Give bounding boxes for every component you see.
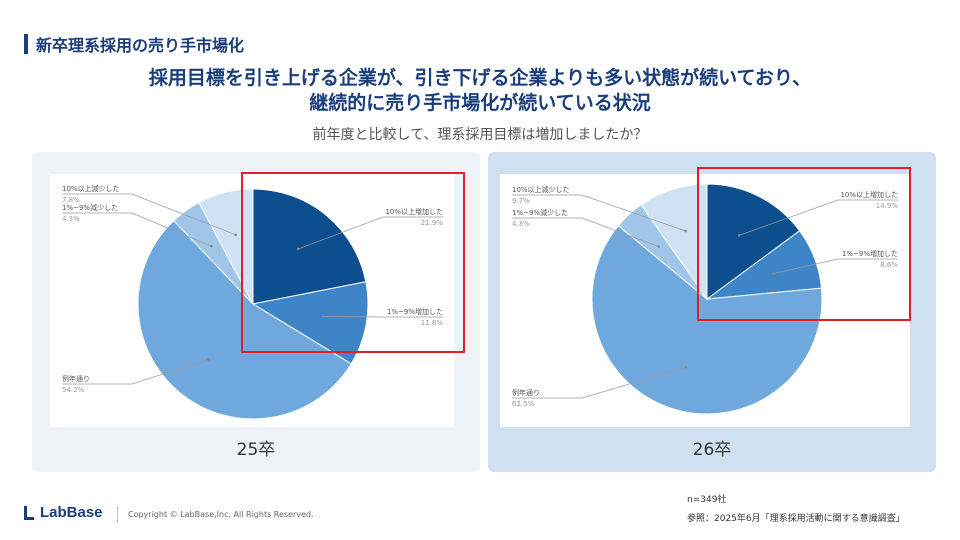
labbase-logo: LabBase (24, 504, 103, 521)
headline-line-1: 採用目標を引き上げる企業が、引き下げる企業よりも多い状態が続いており、 (148, 67, 812, 89)
section-title-text: 新卒理系採用の売り手市場化 (36, 36, 245, 55)
pie-0-leader-dot-0 (296, 247, 300, 251)
headline-line-2: 継続的に売り手市場化が続いている状況 (309, 92, 651, 114)
section-title: 新卒理系採用の売り手市場化 (24, 33, 244, 55)
pie-1-label-1: 1%~9%増加した (842, 249, 898, 258)
pie-0-label-0: 10%以上増加した (385, 207, 443, 216)
pie-0-slice-2 (137, 219, 352, 420)
chart-frame-25: 10%以上増加した 21.9% 1%~9%増加した 11.8% 例年通り 54.2% 1%~… (50, 174, 454, 427)
highlight-box-25 (241, 172, 465, 353)
chart-panel-25: 10%以上増加した 21.9% 1%~9%増加した 11.8% 例年通り 54.2% 1%~… (32, 152, 480, 472)
pie-0-value-1: 11.8% (421, 319, 444, 327)
pie-0-leader-dot-4 (234, 233, 238, 237)
pie-1-slice-0 (706, 183, 801, 300)
labbase-logo-text: LabBase (40, 504, 103, 521)
pie-1-value-1: 8.6% (880, 261, 898, 269)
pie-0-leader-dot-1 (321, 315, 325, 318)
pie-0-label-2: 例年通り (62, 374, 90, 383)
pie-chart-25: 10%以上増加した 21.9% 1%~9%増加した 11.8% 例年通り 54.2% 1%~… (62, 184, 444, 420)
pie-1-leader-dot-0 (737, 234, 741, 237)
footer-divider (117, 507, 118, 523)
source-note: 参照：2025年6月「理系採用活動に関する意識調査」 (687, 514, 905, 524)
pie-0-leader-0 (298, 216, 443, 250)
pie-0-leader-dot-2 (206, 358, 210, 361)
pie-1-leader-3 (512, 217, 659, 247)
pie-1-value-2: 62.5% (512, 400, 535, 408)
pie-0-slice-0 (252, 188, 367, 305)
pie-1-leader-dot-1 (772, 272, 775, 275)
pie-1-leader-1 (773, 258, 898, 274)
pie-1-label-4: 10%以上減少した (512, 185, 570, 194)
pie-1-slice-4 (640, 183, 708, 301)
chart-label-26: 26卒 (692, 440, 732, 460)
pie-0-label-4: 10%以上減少した (62, 184, 120, 193)
pie-0-value-4: 7.8% (62, 196, 80, 204)
highlight-box-26 (697, 167, 911, 321)
pie-0-value-2: 54.2% (62, 386, 85, 394)
section-title-bar (24, 34, 28, 54)
survey-question: 前年度と比較して、理系採用目標は増加しましたか？ (312, 127, 648, 143)
pie-0-leader-dot-3 (209, 244, 213, 248)
pie-0-label-3: 1%~9%減少した (62, 203, 118, 212)
pie-0-leader-2 (62, 359, 209, 385)
pie-1-leader-2 (512, 366, 687, 399)
pie-0-value-3: 4.3% (62, 215, 80, 223)
pie-0-label-1: 1%~9%増加した (387, 307, 443, 316)
pie-1-leader-0 (739, 199, 898, 236)
labbase-logo-icon (24, 505, 34, 520)
pie-0-value-0: 21.9% (421, 219, 444, 227)
pie-1-value-0: 14.9% (876, 202, 899, 210)
copyright-text: Copyright © LabBase,Inc. All Rights Rese… (128, 510, 314, 519)
pie-chart-26: 10%以上増加した 14.9% 1%~9%増加した 8.6% 例年通り 62.5% 1%~9… (512, 183, 899, 415)
pie-1-leader-dot-4 (684, 229, 687, 233)
pie-1-value-4: 9.7% (512, 197, 530, 205)
chart-panel-26: 10%以上増加した 14.9% 1%~9%増加した 8.6% 例年通り 62.5% 1%~9… (488, 152, 936, 472)
chart-frame-26: 10%以上増加した 14.9% 1%~9%増加した 8.6% 例年通り 62.5% 1%~9… (500, 174, 910, 427)
pie-1-value-3: 4.3% (512, 220, 530, 228)
pie-1-leader-4 (512, 194, 686, 232)
pie-1-label-0: 10%以上増加した (840, 190, 898, 199)
sample-size-note: n=349社 (687, 495, 727, 505)
pie-0-leader-1 (323, 316, 443, 318)
pie-0-slice-4 (198, 188, 254, 305)
pie-0-leader-3 (62, 212, 212, 247)
pie-0-leader-4 (62, 193, 236, 236)
pie-1-label-3: 1%~9%減少した (512, 208, 568, 217)
pie-0-slice-1 (251, 281, 369, 365)
pie-1-label-2: 例年通り (512, 388, 540, 397)
pie-1-leader-dot-2 (684, 365, 688, 369)
pie-1-leader-dot-3 (657, 245, 660, 248)
chart-label-25: 25卒 (236, 440, 276, 460)
